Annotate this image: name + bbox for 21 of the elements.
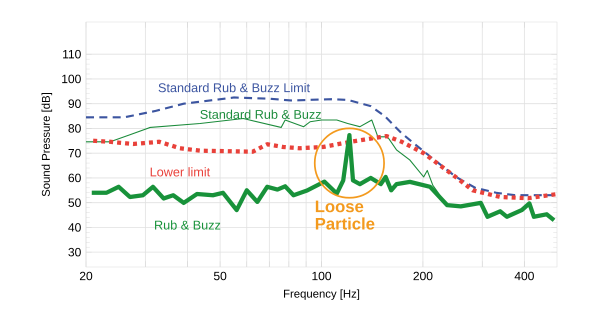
y-tick-label: 60 [68,174,81,182]
x-tick-label: 20 [80,272,92,280]
y-tick-label: 70 [68,148,81,158]
y-tick-label: 80 [68,124,81,133]
series-label: Standard Rub & Buzz [200,110,321,119]
y-tick-label: 40 [68,223,81,232]
y-tick-label: 110 [63,50,81,58]
x-tick-label: 50 [214,272,226,280]
x-tick-label: 200 [414,272,432,280]
y-tick-label: 50 [68,198,81,207]
x-tick-label: 400 [514,272,534,280]
y-tick-label: 100 [62,74,81,84]
y-tick-label: 90 [68,99,81,108]
annotation: Loose Particle [316,200,374,230]
y-axis-title: Sound Pressure [dB] [42,93,52,196]
series-label: Rub & Buzz [155,220,220,230]
series-label: Standard Rub & Buzz Limit [158,82,310,92]
x-tick-label: 100 [312,272,332,280]
series-label: Lower limit [150,167,210,176]
y-tick-label: 30 [68,248,81,256]
x-axis-title: Frequency [Hz] [284,289,360,300]
